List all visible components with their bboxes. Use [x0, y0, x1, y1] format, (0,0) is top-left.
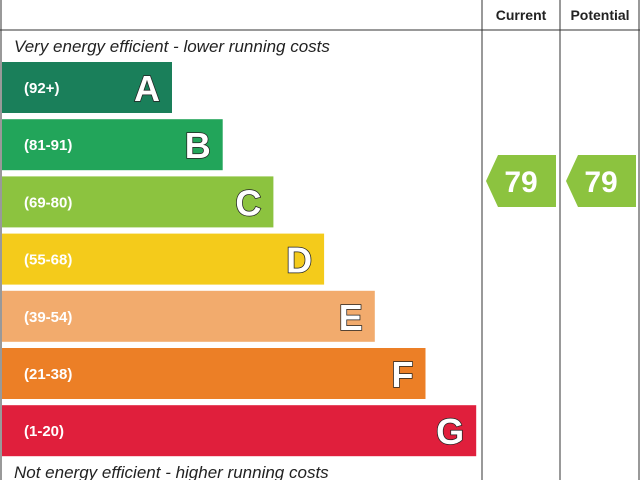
band-letter: F [392, 354, 414, 395]
band-range: (69-80) [24, 194, 72, 211]
bottom-note: Not energy efficient - higher running co… [14, 463, 329, 480]
current-header: Current [496, 7, 547, 23]
band-bar [2, 405, 477, 457]
band-range: (81-91) [24, 137, 72, 154]
band-range: (55-68) [24, 252, 72, 269]
band-letter: G [436, 411, 464, 452]
band-range: (92+) [24, 80, 59, 97]
band-bar [2, 119, 223, 171]
band-range: (21-38) [24, 366, 72, 383]
band-letter: E [339, 297, 363, 338]
band-letter: C [235, 182, 261, 223]
band-letter: B [185, 125, 211, 166]
current-rating: 79 [504, 166, 537, 199]
potential-header: Potential [570, 7, 629, 23]
current-arrow [486, 155, 556, 207]
band-bar [2, 290, 375, 342]
band-range: (1-20) [24, 423, 64, 440]
band-range: (39-54) [24, 309, 72, 326]
top-note: Very energy efficient - lower running co… [14, 37, 330, 56]
potential-arrow [566, 155, 636, 207]
band-bar [2, 233, 325, 285]
band-letter: A [134, 68, 160, 109]
band-letter: D [286, 240, 312, 281]
band-bar [2, 62, 172, 113]
potential-rating: 79 [584, 166, 617, 199]
band-bar [2, 348, 426, 399]
band-bar [2, 176, 274, 228]
bands: (92+) A (81-91) B (69-80) C (55-68) D (39-54) E (2… [2, 62, 477, 457]
